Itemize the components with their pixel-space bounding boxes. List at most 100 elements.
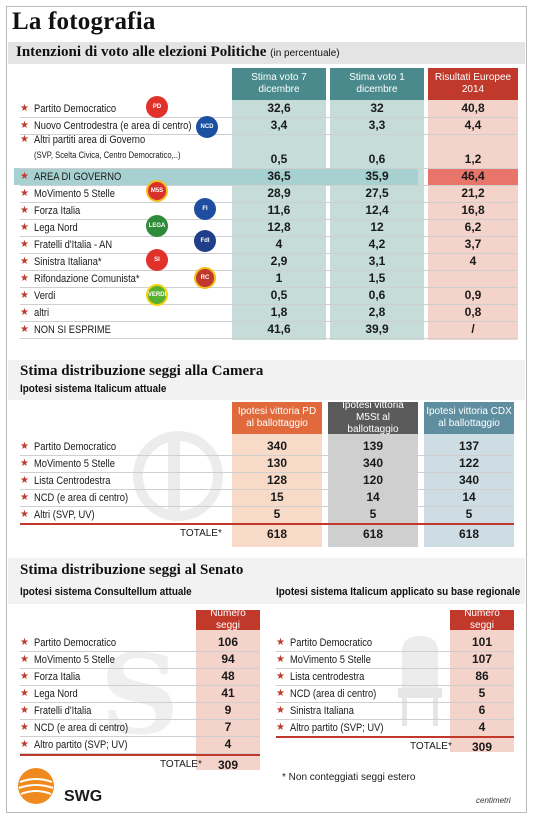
- star-bullet-icon: ★: [20, 290, 29, 301]
- senate-right-value: 6: [478, 703, 486, 717]
- s1-value: 16,8: [461, 203, 485, 217]
- s1-col1-header: Stima voto 7 dicembre: [232, 68, 326, 100]
- s1-value: 36,5: [267, 169, 291, 183]
- s2-row: ★ Partito Democratico: [20, 438, 131, 455]
- senate-left-total-label: TOTALE*: [160, 759, 202, 770]
- s1-row: ★ Altri partiti area di Governo (SVP, Scel…: [20, 134, 181, 168]
- senate-right-row: ★ Partito Democratico: [276, 634, 387, 651]
- star-bullet-icon: ★: [276, 671, 285, 682]
- forza-italia-logo-icon: FI: [194, 198, 216, 220]
- senate-left-total-value: 309: [217, 758, 239, 772]
- senate-right-value: 5: [478, 686, 486, 700]
- s1-row-divider: [20, 168, 518, 169]
- s2-value: 5: [369, 507, 377, 521]
- senate-left-row: ★ Forza Italia: [20, 668, 88, 685]
- s2-col3-header: Ipotesi vittoria CDX al ballottaggio: [424, 402, 514, 434]
- senate-right-party-label: MoVimento 5 Stelle: [290, 653, 371, 666]
- s2-value: 128: [266, 473, 288, 487]
- s2-value: 340: [362, 456, 384, 470]
- m5s-logo-icon: M5S: [146, 180, 168, 202]
- senate-left-value: 94: [221, 652, 235, 666]
- s1-col3-band: [428, 68, 518, 340]
- footnote: * Non conteggiati seggi estero: [282, 772, 416, 783]
- s2-total-divider: [20, 523, 514, 525]
- star-bullet-icon: ★: [276, 688, 285, 699]
- section2-title: Stima distribuzione seggi alla Camera: [20, 363, 264, 379]
- s1-value: 12,8: [267, 220, 291, 234]
- star-bullet-icon: ★: [20, 739, 29, 750]
- s1-row: ★ NON SI ESPRIME: [20, 321, 124, 338]
- senate-right-row: ★ MoVimento 5 Stelle: [276, 651, 385, 668]
- fratelli-italia-logo-icon: FdI: [194, 230, 216, 252]
- s1-row: ★ Forza Italia: [20, 202, 88, 219]
- senate-left-row: ★ Partito Democratico: [20, 634, 131, 651]
- s2-party-label: Altri (SVP, UV): [34, 508, 95, 521]
- s2-row-divider: [20, 455, 514, 456]
- s1-col1-band: [232, 68, 326, 340]
- s2-value: 5: [465, 507, 473, 521]
- s1-value: 1,2: [464, 152, 482, 166]
- senate-left-value: 4: [224, 737, 232, 751]
- senate-left-row: ★ NCD (e area di centro): [20, 719, 145, 736]
- s1-row-divider: [20, 253, 518, 254]
- s1-value: 0,5: [270, 288, 288, 302]
- s1-col2-header: Stima voto 1 dicembre: [330, 68, 424, 100]
- s1-party-label: Nuovo Centrodestra (e area di centro): [34, 119, 192, 132]
- star-bullet-icon: ★: [20, 222, 29, 233]
- s2-value: 139: [362, 439, 384, 453]
- s1-value: 12,4: [365, 203, 389, 217]
- star-bullet-icon: ★: [20, 188, 29, 199]
- s1-value: 4: [275, 237, 283, 251]
- s1-value: 1,8: [270, 305, 288, 319]
- star-bullet-icon: ★: [20, 134, 29, 145]
- s2-value: 340: [458, 473, 480, 487]
- star-bullet-icon: ★: [20, 103, 29, 114]
- star-bullet-icon: ★: [20, 441, 29, 452]
- s1-party-label: NON SI ESPRIME: [34, 323, 111, 336]
- area-governo-highlight-red: [428, 168, 518, 185]
- senate-left-value: 48: [221, 669, 235, 683]
- senate-left-row-divider: [20, 685, 260, 686]
- s2-value: 120: [362, 473, 384, 487]
- senate-left-row-divider: [20, 702, 260, 703]
- s1-value: 2,8: [368, 305, 386, 319]
- s1-value: /: [471, 322, 475, 336]
- senate-left-party-label: Fratelli d'Italia: [34, 704, 92, 717]
- s1-row: ★ Lega Nord: [20, 219, 85, 236]
- star-bullet-icon: ★: [20, 171, 29, 182]
- s2-row-divider: [20, 472, 514, 473]
- senate-right-party-label: Lista centrodestra: [290, 670, 365, 683]
- senate-right-party-label: Partito Democratico: [290, 636, 373, 649]
- s1-value: 28,9: [267, 186, 291, 200]
- star-bullet-icon: ★: [20, 492, 29, 503]
- star-bullet-icon: ★: [276, 705, 285, 716]
- s1-row: ★ Nuovo Centrodestra (e area di centro): [20, 117, 219, 134]
- s2-value: 14: [366, 490, 380, 504]
- swg-brand-label: SWG: [64, 788, 103, 805]
- senate-left-party-label: Altro partito (SVP; UV): [34, 738, 128, 751]
- s1-value: 0,9: [464, 288, 482, 302]
- senate-left-row: ★ Altro partito (SVP; UV): [20, 736, 144, 753]
- s2-col2-header: Ipotesi vittoria M5St al ballottaggio: [328, 400, 418, 435]
- senate-left-total-divider: [20, 754, 260, 756]
- s2-total-col1: 618: [266, 527, 288, 541]
- senate-left-row-divider: [20, 668, 260, 669]
- s1-party-label: Forza Italia: [34, 204, 81, 217]
- s1-value: 4,4: [464, 118, 482, 132]
- senate-left-value: 7: [224, 720, 232, 734]
- senate-right-subtitle: Ipotesi sistema Italicum applicato su ba…: [276, 586, 521, 598]
- senate-right-band: [450, 610, 514, 752]
- section2-subtitle: Ipotesi sistema Italicum attuale: [20, 383, 167, 395]
- s2-row: ★ NCD (e area di centro): [20, 489, 145, 506]
- senate-right-value: 4: [478, 720, 486, 734]
- s1-row-divider: [20, 321, 518, 322]
- star-bullet-icon: ★: [20, 705, 29, 716]
- s1-party-label: Partito Democratico: [34, 102, 117, 115]
- s2-party-label: Lista Centrodestra: [34, 474, 111, 487]
- senate-right-total-divider: [276, 736, 514, 738]
- star-bullet-icon: ★: [276, 654, 285, 665]
- s1-value: 27,5: [365, 186, 389, 200]
- s1-value: 0,8: [464, 305, 482, 319]
- section1-title-band: [8, 42, 525, 64]
- rifondazione-logo-icon: RC: [194, 267, 216, 289]
